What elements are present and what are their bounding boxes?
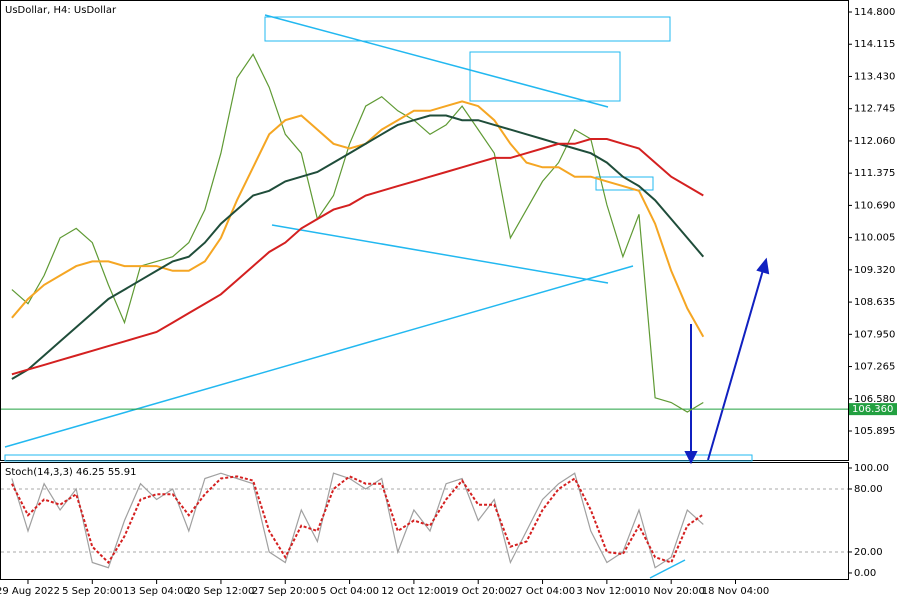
trendline <box>271 224 609 284</box>
arrow <box>707 269 764 461</box>
chart-title: UsDollar, H4: UsDollar <box>5 5 117 16</box>
x-tick-label: 27 Oct 04:00 <box>510 586 575 597</box>
y-tick-label: 114.115 <box>854 39 895 50</box>
series-line <box>11 114 705 380</box>
y-tick-label: 113.430 <box>854 71 895 82</box>
y-tick-label: 111.375 <box>854 168 895 179</box>
series-line <box>11 100 705 338</box>
x-tick-label: 5 Sep 20:00 <box>62 586 122 597</box>
y-tick-label: 105.895 <box>854 426 895 437</box>
trendline <box>649 559 686 579</box>
current-price-label: 106.360 <box>852 404 893 415</box>
trendline <box>264 14 609 108</box>
current-price-box <box>849 403 897 416</box>
stoch-frame <box>0 462 849 580</box>
y-tick-label: 109.320 <box>854 265 895 276</box>
x-tick-label: 19 Oct 20:00 <box>446 586 511 597</box>
x-tick-label: 10 Nov 20:00 <box>637 586 704 597</box>
arrow-head <box>684 451 698 465</box>
x-tick-label: 13 Sep 04:00 <box>123 586 190 597</box>
zone <box>4 454 753 462</box>
arrow-head <box>756 257 770 275</box>
y-tick-label: 112.060 <box>854 136 895 147</box>
y-tick-label: 107.265 <box>854 362 895 373</box>
y-tick-label: 20.00 <box>854 547 883 558</box>
y-tick-label: 0.00 <box>854 568 876 579</box>
series-line <box>11 138 704 376</box>
zone <box>469 51 621 102</box>
price-frame <box>0 0 849 461</box>
arrows <box>684 257 770 465</box>
x-tick-label: 27 Sep 20:00 <box>252 586 319 597</box>
series-line <box>11 475 704 565</box>
zone <box>264 16 671 42</box>
x-tick-label: 5 Oct 04:00 <box>320 586 379 597</box>
y-tick-label: 114.800 <box>854 7 895 18</box>
y-tick-label: 107.950 <box>854 329 895 340</box>
series-line <box>11 53 704 413</box>
x-tick-label: 3 Nov 12:00 <box>576 586 637 597</box>
y-tick-label: 106.580 <box>854 394 895 405</box>
y-tick-label: 110.005 <box>854 233 895 244</box>
y-tick-label: 112.745 <box>854 104 895 115</box>
x-tick-label: 29 Aug 2022 <box>0 586 60 597</box>
y-tick-label: 80.00 <box>854 484 883 495</box>
trendline <box>4 265 634 448</box>
y-tick-label: 110.690 <box>854 200 895 211</box>
y-tick-label: 100.00 <box>854 463 889 474</box>
x-tick-label: 12 Oct 12:00 <box>381 586 446 597</box>
y-tick-label: 108.635 <box>854 297 895 308</box>
annotations <box>4 14 753 579</box>
zone <box>595 176 654 191</box>
x-tick-label: 20 Sep 12:00 <box>188 586 255 597</box>
indicator-title: Stoch(14,3,3) 46.25 55.91 <box>5 467 136 478</box>
series-line <box>11 472 704 569</box>
x-tick-label: 18 Nov 04:00 <box>702 586 769 597</box>
